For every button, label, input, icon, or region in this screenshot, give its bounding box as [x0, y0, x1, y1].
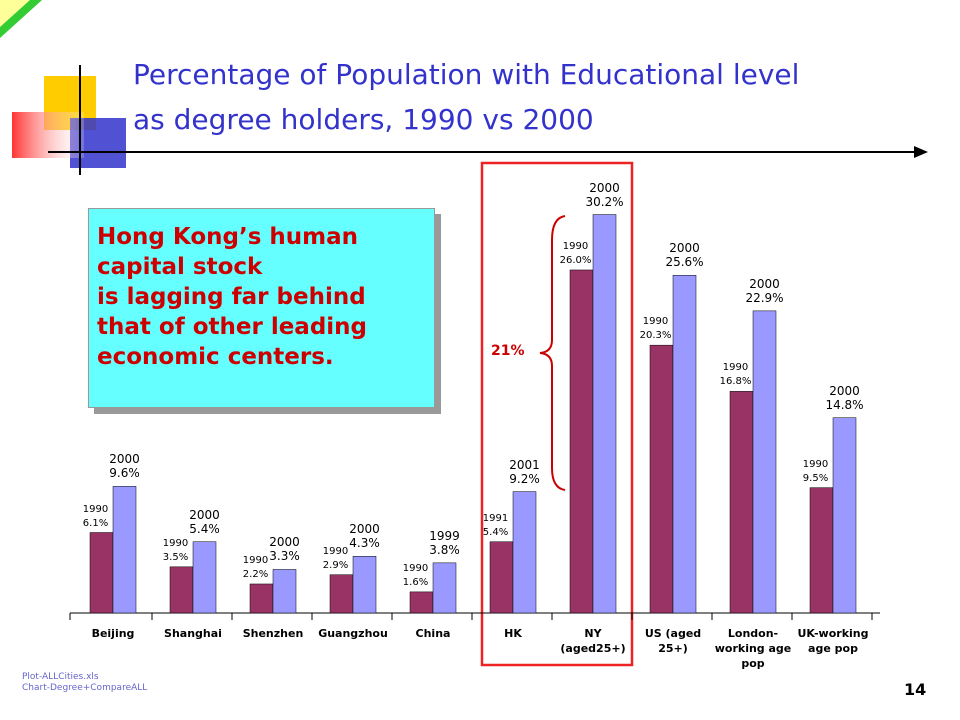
bar: [649, 344, 674, 614]
x-tick-label: Shanghai: [164, 627, 222, 640]
data-label: 1990 16.8%: [719, 362, 752, 388]
data-label: 1990 26.0%: [559, 240, 592, 266]
bar: [249, 583, 274, 614]
data-label: 2000 4.3%: [349, 522, 380, 551]
footnote: Plot-ALLCities.xls Chart-Degree+CompareA…: [22, 672, 148, 693]
bar: [752, 310, 777, 614]
data-label: 1990 6.1%: [82, 503, 109, 529]
data-label: 2000 14.8%: [825, 383, 864, 412]
data-label: 2000 30.2%: [585, 180, 624, 209]
data-label: 1990 2.2%: [242, 554, 269, 580]
highlight-box: [480, 161, 634, 667]
brace: [539, 215, 566, 491]
title: Percentage of Population with Educationa…: [133, 58, 800, 136]
data-label: 2000 22.9%: [745, 276, 784, 305]
data-label: 2001 9.2%: [509, 457, 540, 486]
data-label: 1999 3.8%: [429, 528, 460, 557]
bar: [832, 417, 857, 614]
x-tick-label: Guangzhou: [318, 627, 388, 640]
data-label: 1990 1.6%: [402, 562, 429, 588]
bar: [192, 541, 217, 614]
data-label: 1991 5.4%: [482, 512, 509, 538]
x-tick-label: UK-working age pop: [797, 627, 869, 655]
data-label: 2000 9.6%: [109, 452, 140, 481]
data-label: 1990 2.9%: [322, 545, 349, 571]
page-number: 14: [904, 680, 927, 699]
callout-box: [88, 208, 435, 408]
data-label: 2000 3.3%: [269, 535, 300, 564]
bar: [569, 269, 594, 614]
x-tick-label: Beijing: [91, 627, 135, 640]
corner-mark: [0, 0, 30, 27]
title-rule-arrow: [914, 146, 928, 158]
bar: [592, 214, 617, 614]
bar: [112, 486, 137, 614]
x-tick-label: China: [415, 627, 451, 640]
gap-label: 21%: [491, 343, 525, 359]
data-label: 2000 25.6%: [665, 241, 704, 270]
bar: [809, 487, 834, 614]
bar: [89, 532, 114, 614]
bar: [512, 491, 537, 614]
bar: [432, 562, 457, 614]
bar: [352, 556, 377, 614]
deco-square: [12, 112, 84, 158]
bar: [729, 391, 754, 614]
x-tick-label: US (aged 25+): [644, 627, 702, 655]
bar: [169, 566, 194, 614]
bar: [329, 574, 354, 614]
bar: [672, 274, 697, 614]
data-label: 1990 3.5%: [162, 537, 189, 563]
data-label: 1990 20.3%: [639, 316, 672, 342]
x-tick-label: Shenzhen: [242, 627, 304, 640]
x-tick-label: London- working age pop: [714, 627, 792, 670]
x-tick-label: NY (aged25+): [560, 627, 626, 655]
bar: [409, 591, 434, 614]
callout-text: Hong Kong’s human capital stock is laggi…: [97, 224, 368, 370]
bar: [489, 541, 514, 614]
bar: [272, 569, 297, 614]
data-label: 1990 9.5%: [802, 458, 829, 484]
data-label: 2000 5.4%: [189, 507, 220, 536]
x-tick-label: HK: [504, 627, 522, 640]
